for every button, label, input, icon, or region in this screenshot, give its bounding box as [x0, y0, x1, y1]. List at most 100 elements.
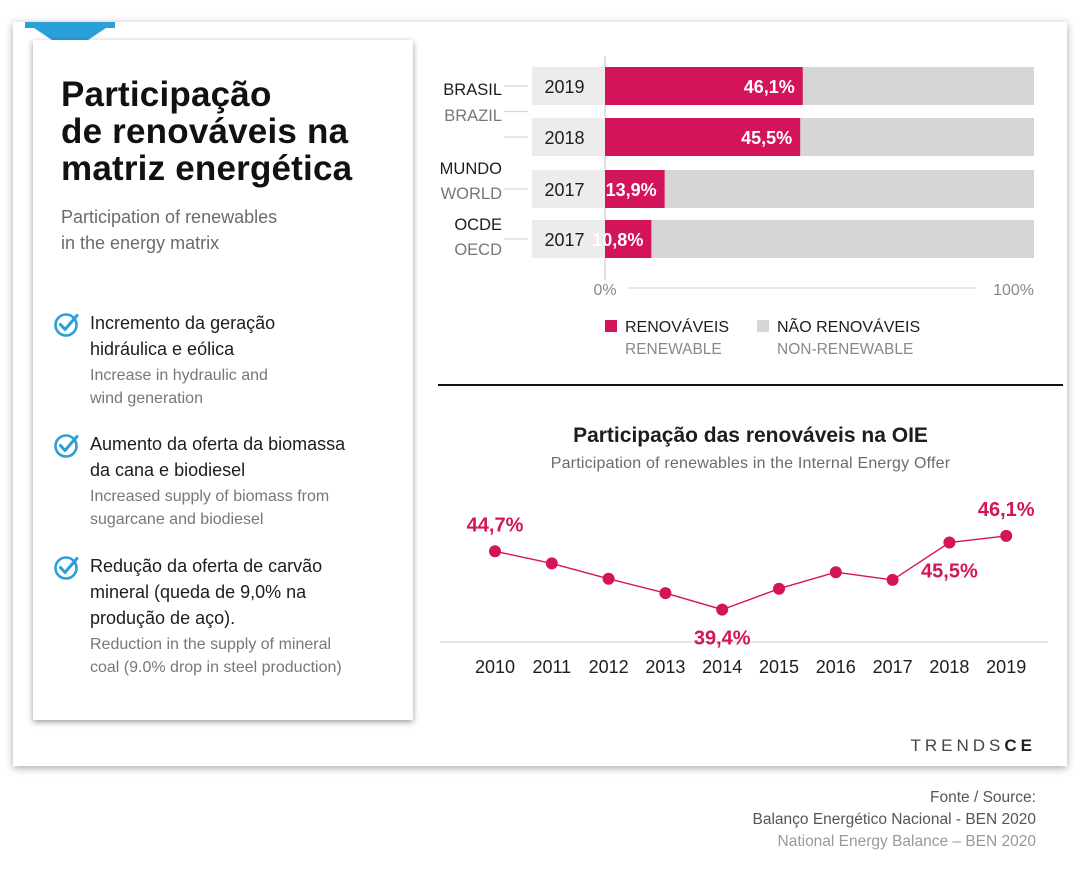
main-title-line: matriz energética	[61, 149, 353, 188]
bar-renewable	[605, 118, 801, 156]
bar-x-tick-label: 0%	[593, 282, 616, 299]
bar-year-box	[532, 220, 605, 258]
bar-year-label: 2017	[544, 230, 584, 250]
source-name-pt: Balanço Energético Nacional - BEN 2020	[752, 811, 1036, 828]
bullet-line: sugarcane and biodiesel	[90, 511, 264, 528]
check-circle-icon	[54, 434, 79, 458]
main-subtitle-line: Participation of renewables	[61, 207, 278, 227]
bullet-text-en: Increased supply of biomass from sugarca…	[90, 485, 398, 531]
bullet-line: Increased supply of biomass from	[90, 488, 330, 505]
summary-panel: Participação de renováveis na matriz ene…	[33, 40, 413, 720]
bar-group-label-en: BRAZIL	[444, 107, 502, 125]
main-subtitle: Participation of renewables in the energ…	[61, 204, 277, 256]
line-data-point	[716, 603, 729, 616]
bullet-text-pt: Aumento da oferta da biomassa da cana e …	[90, 431, 398, 483]
legend-label-pt: NÃO RENOVÁVEIS	[777, 316, 920, 336]
bullet-text-en: Increase in hydraulic and wind generatio…	[90, 364, 398, 410]
bullet-line: mineral (queda de 9,0% na	[90, 582, 307, 602]
bar-x-tick-label: 100%	[993, 282, 1034, 299]
brand-logo: TRENDSCE	[910, 736, 1036, 756]
line-data-point	[545, 557, 558, 570]
check-circle-icon	[54, 313, 79, 337]
line-chart-subtitle: Participation of renewables in the Inter…	[550, 455, 951, 472]
line-x-tick-label: 2015	[759, 657, 799, 677]
bullet-line: wind generation	[90, 390, 203, 407]
bar-group-label-pt: MUNDO	[440, 160, 502, 178]
bar-year-box	[532, 118, 605, 156]
bar-nonrenewable	[605, 170, 1034, 208]
brand-logo-light: TRENDS	[910, 736, 1005, 755]
brand-logo-bold: CE	[1004, 736, 1036, 755]
renewables-bar-chart: 2019 46,1% 2018 45,5% BRASIL BRAZIL 2017 13,9% M…	[440, 56, 1034, 358]
main-title: Participação de renováveis na matriz ene…	[61, 76, 352, 187]
line-x-tick-label: 2014	[702, 657, 742, 677]
bullet-line: coal (9.0% drop in steel production)	[90, 659, 342, 676]
bar-value-label: 10,8%	[592, 230, 643, 250]
bar-year-label: 2018	[544, 128, 584, 148]
line-data-point	[659, 587, 672, 600]
legend-swatch	[605, 320, 617, 332]
line-x-tick-label: 2012	[589, 657, 629, 677]
bullet-line: da cana e biodiesel	[90, 460, 246, 480]
bullet-text-pt: Incremento da geração hidráulica e eólic…	[90, 310, 398, 362]
legend-swatch	[757, 320, 769, 332]
line-x-tick-label: 2018	[929, 657, 969, 677]
line-data-label: 44,7%	[467, 514, 524, 536]
legend-label-en: NON-RENEWABLE	[777, 341, 913, 358]
main-subtitle-line: in the energy matrix	[61, 233, 220, 253]
bar-renewable	[605, 220, 652, 258]
bar-group-label-pt: BRASIL	[443, 81, 502, 99]
bullet-text-en: Reduction in the supply of mineral coal …	[90, 633, 398, 679]
line-x-tick-label: 2016	[816, 657, 856, 677]
bullet-coal: Redução da oferta de carvão mineral (que…	[53, 553, 398, 679]
bullet-hydro-wind: Incremento da geração hidráulica e eólic…	[53, 310, 398, 410]
bullet-line: Aumento da oferta da biomassa	[90, 434, 346, 454]
legend-label-pt: RENOVÁVEIS	[625, 317, 729, 336]
line-data-point	[943, 536, 956, 549]
bar-group-label-en: WORLD	[441, 185, 503, 203]
bar-renewable	[605, 170, 665, 208]
source-label: Fonte / Source:	[930, 789, 1036, 806]
line-chart-title: Participação das renováveis na OIE	[573, 424, 928, 447]
line-x-tick-label: 2011	[532, 657, 571, 677]
line-data-point	[829, 566, 842, 579]
line-x-tick-label: 2010	[475, 657, 515, 677]
bar-year-label: 2019	[544, 77, 584, 97]
bullet-line: Incremento da geração	[90, 313, 276, 333]
legend-label-en: RENEWABLE	[625, 341, 722, 358]
section-divider	[438, 384, 1063, 386]
line-x-tick-label: 2017	[873, 657, 913, 677]
line-data-label: 39,4%	[694, 628, 751, 650]
line-data-point	[1000, 529, 1013, 542]
line-series	[494, 535, 1007, 611]
bar-nonrenewable	[605, 220, 1034, 258]
line-data-point	[886, 573, 899, 586]
line-data-point	[773, 582, 785, 595]
line-data-point	[602, 572, 615, 585]
bar-group-label-pt: OCDE	[454, 216, 502, 234]
bullet-line: Reduction in the supply of mineral	[90, 636, 332, 653]
source-name-en: National Energy Balance – BEN 2020	[777, 833, 1037, 850]
bar-year-box	[532, 67, 605, 105]
renewables-line-chart: 2010 2011 2012 2013 2014 2015 2016 2017 2018 2019…	[440, 499, 1048, 677]
main-title-line: Participação	[61, 75, 272, 114]
bullet-text-pt: Redução da oferta de carvão mineral (que…	[90, 553, 398, 631]
bullet-biomass: Aumento da oferta da biomassa da cana e …	[53, 431, 398, 531]
bar-value-label: 46,1%	[744, 77, 795, 97]
check-circle-icon	[54, 556, 79, 580]
bar-year-box	[532, 170, 605, 208]
source-note: Fonte / Source: Balanço Energético Nacio…	[753, 787, 1036, 853]
bullet-line: Increase in hydraulic and	[90, 367, 268, 384]
line-x-tick-label: 2019	[986, 657, 1026, 677]
bar-value-label: 13,9%	[606, 180, 657, 200]
bar-value-label: 45,5%	[741, 128, 792, 148]
line-data-label: 46,1%	[978, 499, 1035, 521]
line-x-tick-label: 2013	[645, 657, 685, 677]
main-title-line: de renováveis na	[61, 112, 349, 151]
line-data-point	[489, 545, 501, 558]
bar-renewable	[605, 67, 803, 105]
bar-year-label: 2017	[544, 180, 584, 200]
bullet-line: produção de aço).	[90, 608, 236, 628]
bullet-line: Redução da oferta de carvão	[90, 556, 323, 576]
line-data-label: 45,5%	[921, 561, 978, 583]
